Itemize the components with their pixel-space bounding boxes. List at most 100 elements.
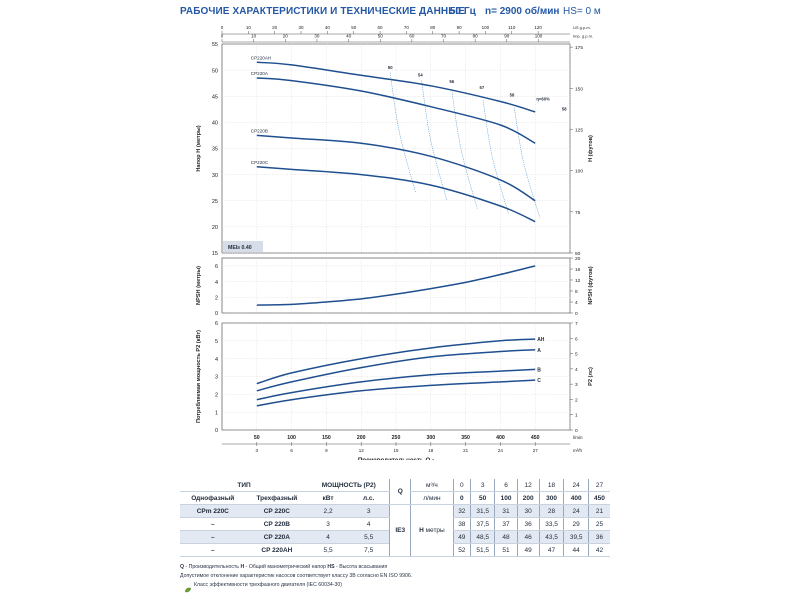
y-tick-label: 1 — [215, 410, 218, 416]
y-tick-label: 4 — [215, 280, 218, 286]
row-single-phase: – — [180, 517, 246, 531]
top-us-tick-label: 110 — [508, 25, 516, 30]
h-cell: 28 — [538, 504, 564, 518]
th-three-phase: Трехфазный — [245, 491, 309, 505]
y-right-tick-label: 5 — [575, 352, 578, 358]
row-three-phase: CP 220AH — [245, 543, 309, 557]
efficiency-iso-curve — [421, 80, 448, 201]
row-three-phase: CP 220B — [245, 517, 309, 531]
y-right-tick-label: 12 — [575, 278, 581, 284]
y-right-tick-label: 16 — [575, 267, 581, 273]
top-us-unit: US g.p.m. — [573, 25, 591, 30]
x-tick-lmin: 300 — [426, 435, 435, 441]
table-row: – CP 220B 3 4 38 37,5 37 36 33,5 29 25 — [180, 517, 610, 531]
top-imp-unit: Imp. g.p.m. — [573, 34, 593, 39]
row-hp: 5,5 — [347, 530, 390, 544]
q-m3h-cell: 18 — [538, 479, 564, 492]
h-cell: 51 — [494, 543, 518, 557]
x-tick-lmin: 200 — [357, 435, 366, 441]
head-curve-label: CP220A — [251, 71, 269, 76]
y-tick-label: 40 — [212, 121, 218, 127]
row-single-phase: – — [180, 543, 246, 557]
q-lmin-cell: 200 — [516, 491, 540, 505]
top-imp-tick-label: 80 — [473, 34, 479, 39]
h-cell: 47 — [538, 543, 564, 557]
y-right-tick-label: 7 — [575, 321, 578, 327]
abbr-h-text: - Общий манометрический напор — [244, 564, 328, 570]
mei-badge-bg — [223, 241, 263, 252]
h-cell: 46 — [516, 530, 540, 544]
efficiency-label: 58 — [510, 92, 515, 97]
leaf-icon — [185, 587, 191, 593]
y-tick-label: 35 — [212, 147, 218, 153]
top-imp-tick-label: 0 — [221, 34, 224, 39]
y-right-axis-label: H (футов) — [587, 135, 594, 162]
h-cell: 44 — [563, 543, 589, 557]
top-us-tick-label: 80 — [430, 25, 436, 30]
x-unit-lmin: l/min — [573, 435, 583, 440]
top-us-tick-label: 50 — [351, 25, 357, 30]
power-curve-label: AH — [537, 337, 545, 343]
efficiency-label: η=60% — [536, 96, 550, 101]
x-tick-m3h: 15 — [393, 448, 399, 453]
h-cell: 42 — [587, 543, 610, 557]
head-curve-cp220b — [256, 134, 536, 202]
h-cell: 49 — [516, 543, 540, 557]
top-us-tick-label: 120 — [534, 25, 542, 30]
h-unit: метры — [425, 527, 445, 534]
h-cell: 37,5 — [469, 517, 495, 531]
abbr-hs: HS — [327, 564, 335, 570]
h-cell: 48,5 — [469, 530, 495, 544]
q-lmin-cell: 300 — [538, 491, 564, 505]
x-tick-lmin: 150 — [322, 435, 331, 441]
y-right-tick-label: 4 — [575, 300, 578, 306]
y-right-tick-label: 2 — [575, 397, 578, 403]
h-cell: 36 — [516, 517, 540, 531]
abbr-hs-text: - Высота всасывания — [334, 564, 388, 570]
h-cell: 39,5 — [563, 530, 589, 544]
x-tick-lmin: 50 — [254, 435, 260, 441]
h-cell: 30 — [516, 504, 540, 518]
top-imp-tick-label: 40 — [346, 34, 352, 39]
y-right-tick-label: 8 — [575, 289, 578, 295]
x-tick-m3h: 18 — [428, 448, 434, 453]
head-curve-label: CP220B — [251, 128, 268, 133]
efficiency-iso-curve — [514, 107, 541, 218]
h-cell: 38 — [452, 517, 471, 531]
top-us-tick-label: 10 — [246, 25, 252, 30]
x-tick-lmin: 100 — [287, 435, 296, 441]
page-header: РАБОЧИЕ ХАРАКТЕРИСТИКИ И ТЕХНИЧЕСКИЕ ДАН… — [180, 6, 620, 22]
q-m3h-cell: 0 — [452, 479, 471, 492]
y-tick-label: 2 — [215, 393, 218, 399]
footnotes: Q - Производительность H - Общий маномет… — [180, 563, 620, 590]
y-tick-label: 6 — [215, 321, 218, 327]
head-curve-label: CP220C — [251, 160, 269, 165]
performance-charts: 1520253035404550555075100125150175Напор … — [195, 25, 594, 460]
h-cell: 48 — [494, 530, 518, 544]
y-tick-label: 0 — [215, 311, 218, 317]
head-curve-cp220c — [256, 166, 536, 223]
top-imp-tick-label: 100 — [535, 34, 543, 39]
y-right-tick-label: 3 — [575, 382, 578, 388]
row-kw: 3 — [308, 517, 348, 531]
h-cell: 51,5 — [469, 543, 495, 557]
row-kw: 2,2 — [308, 504, 348, 518]
y-right-axis-label: P2 (лс) — [588, 367, 594, 386]
row-hp: 4 — [347, 517, 390, 531]
y-tick-label: 4 — [215, 357, 218, 363]
y-tick-label: 25 — [212, 199, 218, 205]
y-tick-label: 45 — [212, 94, 218, 100]
th-type: ТИП — [180, 479, 309, 492]
th-kw: кВт — [308, 491, 348, 505]
head-curve-cp220a — [256, 77, 536, 144]
h-cell: 32 — [452, 504, 471, 518]
y-right-tick-label: 75 — [575, 210, 581, 216]
head-curve-label: CP220AH — [251, 55, 271, 60]
top-imp-tick-label: 30 — [314, 34, 320, 39]
y-right-tick-label: 125 — [575, 127, 583, 133]
q-m3h-cell: 6 — [494, 479, 518, 492]
x-tick-m3h: 6 — [290, 448, 293, 453]
y-right-tick-label: 4 — [575, 367, 578, 373]
top-imp-tick-label: 90 — [504, 34, 510, 39]
q-m3h-cell: 24 — [563, 479, 589, 492]
